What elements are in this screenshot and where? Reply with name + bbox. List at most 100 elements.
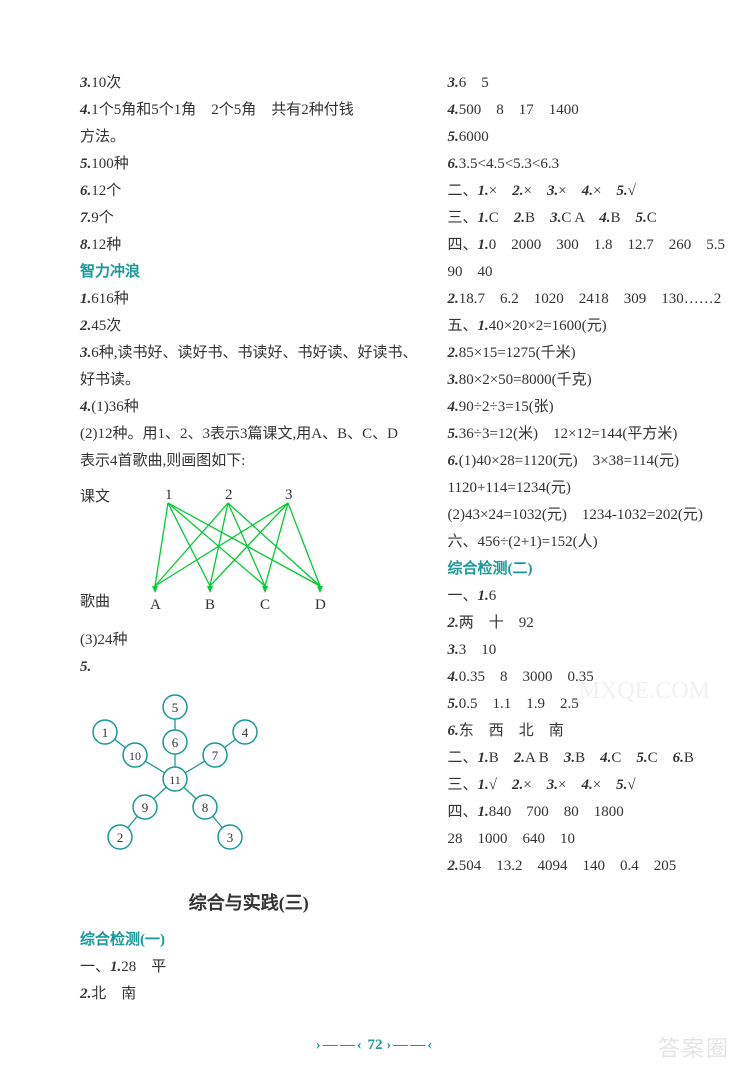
text-line: 五、1.40×20×2=1600(元): [448, 313, 726, 340]
text-line: 6.3.5<4.5<5.3<6.3: [448, 151, 726, 178]
text: (1)36种: [91, 399, 139, 415]
item-num: 2.: [512, 183, 523, 199]
item-num: 4.: [581, 777, 592, 793]
item-num: 6.: [448, 156, 459, 172]
footer-deco-left: ›——‹: [316, 1037, 364, 1053]
text: 三、: [448, 777, 478, 793]
text-line: 二、1.B 2.A B 3.B 4.C 5.C 6.B: [448, 745, 726, 772]
text: 40×20×2=1600(元): [489, 318, 607, 334]
bipartite-svg: 课文 1 2 3 歌曲 A B: [80, 481, 360, 611]
item-num: 3.: [547, 777, 558, 793]
text-line: 一、1.6: [448, 583, 726, 610]
text-line: 3.6种,读书好、读好书、书读好、书好读、好读书、: [80, 340, 418, 367]
text-line: 2.504 13.2 4094 140 0.4 205: [448, 853, 726, 880]
text: C: [647, 210, 657, 226]
left-column: 3.10次 4.1个5角和5个1角 2个5角 共有2种付钱 方法。 5.100种…: [80, 70, 418, 990]
svg-text:3: 3: [227, 830, 234, 845]
text: 6: [489, 588, 497, 604]
edge-group: [155, 503, 320, 586]
gequ-label: 歌曲: [80, 593, 110, 610]
text-line: 四、1.840 700 80 1800: [448, 799, 726, 826]
text-line: (2)12种。用1、2、3表示3篇课文,用A、B、C、D: [80, 421, 418, 448]
text-line: 6.东 西 北 南: [448, 718, 726, 745]
text-line: (2)43×24=1032(元) 1234-1032=202(元): [448, 502, 726, 529]
text-line: 8.12种: [80, 232, 418, 259]
text-line: 表示4首歌曲,则画图如下:: [80, 448, 418, 475]
text-line: 2.北 南: [80, 981, 418, 1008]
text-line: 方法。: [80, 124, 418, 151]
text-line: 一、1.28 平: [80, 954, 418, 981]
item-num: 4.: [80, 399, 91, 415]
text-line: 6.12个: [80, 178, 418, 205]
text-line: 3.80×2×50=8000(千克): [448, 367, 726, 394]
text-line: 2.85×15=1275(千米): [448, 340, 726, 367]
text-line: 28 1000 640 10: [448, 826, 726, 853]
item-num: 4.: [448, 669, 459, 685]
svg-text:7: 7: [212, 748, 219, 763]
text: 四、: [448, 804, 478, 820]
node-circles: 1 5 4 10 6 7 11 9 8 2 3: [93, 695, 257, 849]
item-num: 5.: [636, 210, 647, 226]
text-line: 四、1.0 2000 300 1.8 12.7 260 5.5: [448, 232, 726, 259]
text: 12种: [91, 237, 121, 253]
text: 85×15=1275(千米): [459, 345, 576, 361]
text: 五、: [448, 318, 478, 334]
text: C: [648, 750, 673, 766]
arrowheads: [152, 586, 323, 593]
item-num: 1.: [110, 959, 121, 975]
text: ×: [593, 183, 616, 199]
item-num: 4.: [599, 210, 610, 226]
item-num: 4.: [448, 102, 459, 118]
text: 9个: [91, 210, 114, 226]
item-num: 2.: [514, 210, 525, 226]
text: B: [611, 210, 636, 226]
text: B: [684, 750, 694, 766]
item-num: 1.: [478, 210, 489, 226]
text: 12个: [91, 183, 121, 199]
item-num: 2.: [448, 291, 459, 307]
item-num: 1.: [478, 237, 489, 253]
text-line: 三、1.√ 2.× 3.× 4.× 5.√: [448, 772, 726, 799]
item-num: 3.: [80, 75, 91, 91]
text: 二、: [448, 750, 478, 766]
item-num: 1.: [80, 291, 91, 307]
text: B: [525, 210, 550, 226]
text-line: 好书读。: [80, 367, 418, 394]
text: 18.7 6.2 1020 2418 309 130……2: [459, 291, 722, 307]
text: 456÷(2+1)=152(人): [478, 534, 598, 550]
top-1: 1: [165, 487, 173, 503]
text: ×: [524, 183, 547, 199]
item-num: 1.: [478, 318, 489, 334]
section-title: 综合与实践(三): [80, 887, 418, 919]
node-diagram: 1 5 4 10 6 7 11 9 8 2 3: [80, 687, 418, 867]
text: 一、: [80, 959, 110, 975]
item-num: 2.: [80, 986, 91, 1002]
item-num: 3.: [80, 345, 91, 361]
text-line: 三、1.C 2.B 3.C A 4.B 5.C: [448, 205, 726, 232]
svg-text:11: 11: [169, 773, 181, 787]
svg-text:6: 6: [172, 735, 179, 750]
text: 45次: [91, 318, 121, 334]
item-num: 5.: [636, 750, 647, 766]
item-num: 1.: [478, 804, 489, 820]
text: 0 2000 300 1.8 12.7 260 5.5: [489, 237, 725, 253]
text: 一、: [448, 588, 478, 604]
top-3: 3: [285, 487, 293, 503]
text: 28 平: [121, 959, 166, 975]
item-num: 5.: [448, 129, 459, 145]
text: ×: [558, 777, 581, 793]
item-num: 6.: [80, 183, 91, 199]
text: 36÷3=12(米) 12×12=144(平方米): [459, 426, 678, 442]
text-line: 二、1.× 2.× 3.× 4.× 5.√: [448, 178, 726, 205]
text-line: 3.10次: [80, 70, 418, 97]
svg-text:10: 10: [129, 749, 141, 763]
text: 616种: [91, 291, 129, 307]
text-line: 7.9个: [80, 205, 418, 232]
footer-deco-right: ›——‹: [386, 1037, 434, 1053]
item-num: 2.: [514, 750, 525, 766]
item-num: 4.: [582, 183, 593, 199]
item-num: 6.: [673, 750, 684, 766]
text: ×: [523, 777, 546, 793]
item-num: 6.: [448, 723, 459, 739]
item-num: 6.: [448, 453, 459, 469]
